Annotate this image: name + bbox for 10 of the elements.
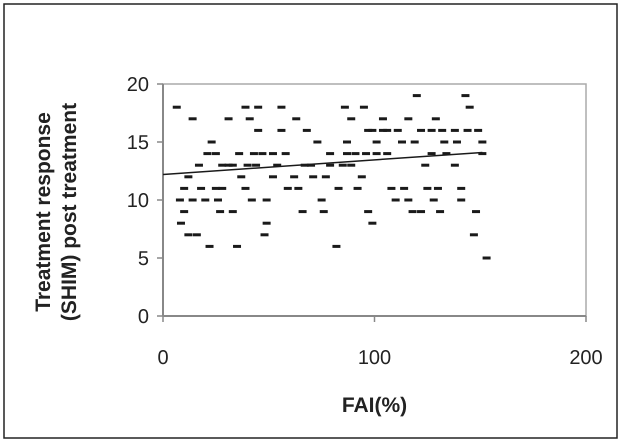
y-axis-title: Treatment response (SHIM) post treatment bbox=[32, 102, 81, 322]
y-tick-label: 5 bbox=[138, 248, 149, 270]
x-axis-title: FAI(%) bbox=[342, 394, 408, 417]
y-tick-label: 15 bbox=[126, 132, 149, 154]
y-tick-label: 20 bbox=[126, 74, 149, 96]
x-tick-label: 0 bbox=[157, 347, 169, 369]
x-tick-label: 100 bbox=[358, 347, 392, 369]
x-tick-label: 200 bbox=[569, 347, 603, 369]
y-tick-label: 10 bbox=[126, 190, 149, 212]
y-tick-label: 0 bbox=[138, 306, 149, 328]
